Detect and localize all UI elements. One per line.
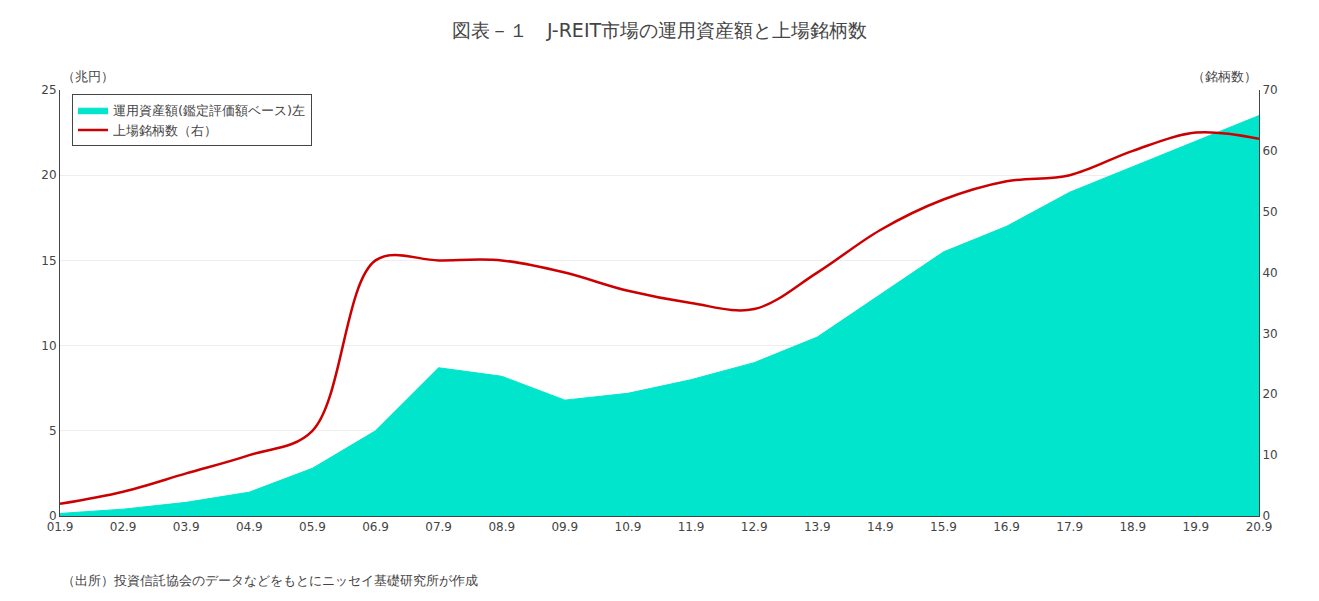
svg-text:15.9: 15.9 — [930, 520, 957, 534]
svg-text:10: 10 — [41, 339, 56, 353]
svg-text:（出所）投資信託協会のデータなどをもとにニッセイ基礎研究所が: （出所）投資信託協会のデータなどをもとにニッセイ基礎研究所が作成 — [62, 573, 478, 588]
svg-text:14.9: 14.9 — [867, 520, 894, 534]
svg-text:19.9: 19.9 — [1183, 520, 1210, 534]
svg-text:10: 10 — [1262, 448, 1277, 462]
svg-text:10.9: 10.9 — [615, 520, 642, 534]
svg-text:20.9: 20.9 — [1246, 520, 1273, 534]
svg-text:70: 70 — [1262, 83, 1277, 97]
svg-text:12.9: 12.9 — [741, 520, 768, 534]
svg-text:03.9: 03.9 — [173, 520, 200, 534]
svg-text:50: 50 — [1262, 205, 1277, 219]
svg-text:13.9: 13.9 — [804, 520, 831, 534]
svg-text:17.9: 17.9 — [1056, 520, 1083, 534]
svg-text:図表－１ J-REIT市場の運用資産額と上場銘柄数: 図表－１ J-REIT市場の運用資産額と上場銘柄数 — [452, 19, 867, 41]
svg-text:11.9: 11.9 — [678, 520, 705, 534]
svg-text:20: 20 — [1262, 387, 1277, 401]
svg-text:02.9: 02.9 — [110, 520, 137, 534]
svg-text:（兆円）: （兆円） — [62, 69, 114, 84]
svg-text:0: 0 — [1262, 509, 1270, 523]
svg-text:5: 5 — [49, 424, 57, 438]
svg-text:（銘柄数）: （銘柄数） — [1192, 69, 1257, 84]
svg-text:09.9: 09.9 — [551, 520, 578, 534]
svg-text:18.9: 18.9 — [1119, 520, 1146, 534]
svg-text:0: 0 — [49, 509, 57, 523]
svg-text:16.9: 16.9 — [993, 520, 1020, 534]
svg-text:40: 40 — [1262, 266, 1277, 280]
svg-text:05.9: 05.9 — [299, 520, 326, 534]
svg-text:04.9: 04.9 — [236, 520, 263, 534]
svg-text:06.9: 06.9 — [362, 520, 389, 534]
svg-text:01.9: 01.9 — [47, 520, 74, 534]
svg-text:25: 25 — [41, 83, 56, 97]
svg-text:07.9: 07.9 — [425, 520, 452, 534]
svg-text:30: 30 — [1262, 327, 1277, 341]
svg-text:運用資産額(鑑定評価額ベース)左: 運用資産額(鑑定評価額ベース)左 — [113, 103, 305, 118]
svg-text:上場銘柄数（右）: 上場銘柄数（右） — [113, 123, 217, 138]
svg-text:20: 20 — [41, 168, 56, 182]
svg-text:60: 60 — [1262, 144, 1277, 158]
svg-text:08.9: 08.9 — [488, 520, 515, 534]
svg-text:15: 15 — [41, 254, 56, 268]
